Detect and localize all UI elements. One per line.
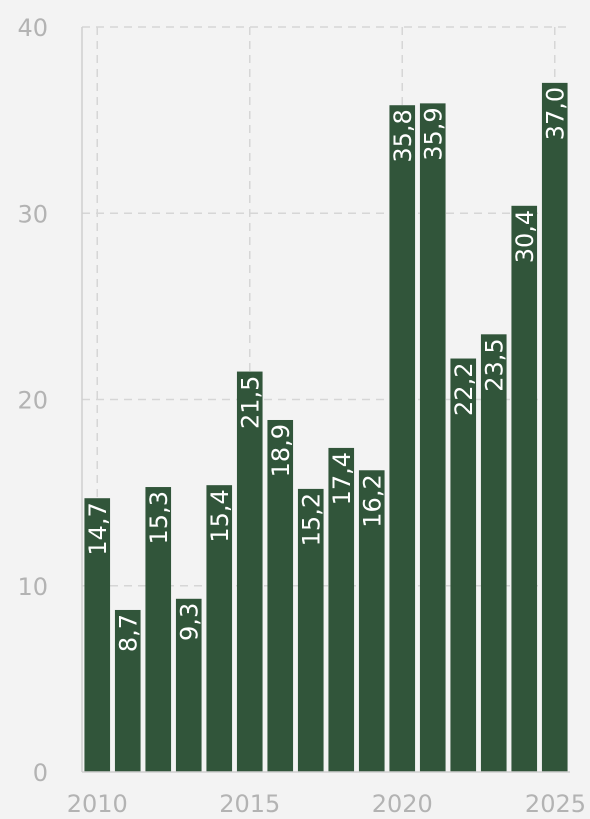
bar-value-label-2020: 35,8 <box>389 109 417 162</box>
bar-2023 <box>480 334 507 772</box>
bar-value-label-2024: 30,4 <box>511 210 539 263</box>
bar-value-label-2023: 23,5 <box>480 338 508 391</box>
bar-2017 <box>297 488 324 772</box>
y-tick-label-40: 40 <box>17 14 48 42</box>
y-tick-label-30: 30 <box>17 200 48 228</box>
bar-value-label-2019: 16,2 <box>358 474 386 527</box>
bar-value-label-2018: 17,4 <box>328 452 356 505</box>
y-axis-tick-labels: 0 10 20 30 40 <box>17 14 48 787</box>
bar-value-label-2016: 18,9 <box>267 424 295 477</box>
bar-2016 <box>267 419 294 772</box>
bar-2015 <box>236 371 263 772</box>
x-tick-label-2015: 2015 <box>219 790 280 818</box>
axes <box>81 27 570 773</box>
bar-2014 <box>206 485 233 772</box>
bar-2010 <box>84 498 111 772</box>
bar-2012 <box>145 487 172 772</box>
bar-value-label-2010: 14,7 <box>84 502 112 555</box>
y-tick-label-0: 0 <box>33 759 48 787</box>
bar-2018 <box>328 447 355 772</box>
bar-value-label-2025: 37,0 <box>541 87 569 140</box>
bar-value-label-2021: 35,9 <box>419 107 447 160</box>
bar-value-label-2013: 9,3 <box>175 603 203 641</box>
bar-value-label-2017: 15,2 <box>297 493 325 546</box>
bar-2020 <box>389 105 416 773</box>
bar-value-label-2022: 22,2 <box>450 363 478 416</box>
bar-2024 <box>511 205 538 773</box>
bar-2022 <box>450 358 477 772</box>
bar-value-label-2015: 21,5 <box>236 376 264 429</box>
bar-2021 <box>419 103 446 773</box>
bar-2025 <box>541 82 568 772</box>
bar-labels: 14,7 8,7 15,3 9,3 15,4 21,518,915,217,4 16,2 35… <box>84 87 570 652</box>
bar-2013 <box>175 598 202 772</box>
bar-2011 <box>114 609 141 772</box>
x-axis-tick-labels: 2010 2015 2020 2025 <box>67 790 586 818</box>
bar-value-label-2014: 15,4 <box>206 489 234 542</box>
x-tick-label-2010: 2010 <box>67 790 128 818</box>
bars <box>84 82 568 773</box>
bar-value-label-2011: 8,7 <box>114 614 142 652</box>
y-tick-label-10: 10 <box>17 573 48 601</box>
bar-value-label-2012: 15,3 <box>145 491 173 544</box>
y-tick-label-20: 20 <box>17 387 48 415</box>
x-tick-label-2020: 2020 <box>372 790 433 818</box>
x-tick-label-2025: 2025 <box>525 790 586 818</box>
bar-2019 <box>358 470 385 772</box>
